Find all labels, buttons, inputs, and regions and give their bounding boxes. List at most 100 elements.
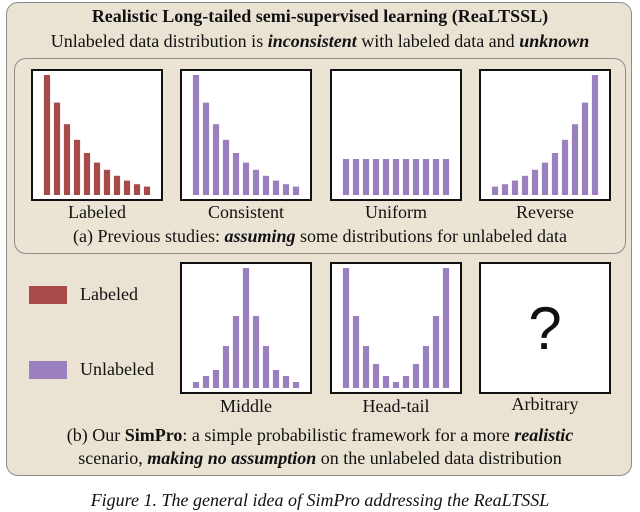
bar [442,268,450,388]
bar [282,376,290,388]
bar [511,180,519,195]
caption-b-part-1: (b) Our [66,425,125,445]
bar [531,169,539,195]
subtitle-emphasis-unknown: unknown [519,31,590,51]
bar [232,316,240,388]
bar [202,102,210,195]
bar [242,268,250,388]
bar [382,376,390,388]
bar [292,186,300,195]
bar [591,75,599,195]
legend-swatch-labeled [29,286,67,304]
bar [262,175,270,195]
panel-labeled [31,69,163,201]
bar [581,102,589,195]
bar [143,186,151,195]
bar [63,124,71,195]
panel-consistent [180,69,312,201]
bar [252,316,260,388]
bar [571,124,579,195]
subtitle: Unlabeled data distribution is inconsist… [0,31,640,52]
bar [352,159,360,195]
bar [501,184,509,195]
bar [192,75,200,195]
caption-a-part-2: some distributions for unlabeled data [295,226,567,246]
bar [272,180,280,195]
chart-uniform [342,159,450,195]
bar [232,153,240,195]
panel-middle [180,262,312,394]
bar [541,162,549,195]
bar [53,102,61,195]
caption-b-emphasis-no-assumption: making no assumption [147,448,317,468]
panel-reverse [479,69,611,201]
subtitle-part-1: Unlabeled data distribution is [50,31,268,51]
bar [372,364,380,388]
label-uniform: Uniform [365,202,427,222]
bar [83,153,91,195]
bar [212,124,220,195]
chart-labeled [43,75,151,195]
bar [252,169,260,195]
figure-caption: Figure 1. The general idea of SimPro add… [90,490,550,510]
bar [342,159,350,195]
bar [123,180,131,195]
panel-arbitrary: ? [479,262,611,394]
caption-b-line-2-part-1: scenario, [78,448,148,468]
bar [551,153,559,195]
caption-b-line-2-part-2: on the unlabeled data distribution [316,448,562,468]
bar [362,346,370,388]
bar [282,184,290,195]
bar [491,186,499,195]
chart-consistent [192,75,300,195]
chart-head-tail [342,268,450,388]
bar [422,346,430,388]
bar [113,175,121,195]
label-middle: Middle [220,396,272,416]
bar [402,159,410,195]
bar [372,159,380,195]
bar [192,382,200,388]
caption-b-line-2: scenario, making no assumption on the un… [0,448,640,469]
bar [432,316,440,388]
legend-label-unlabeled: Unlabeled [80,359,154,379]
bar [392,159,400,195]
bar [242,162,250,195]
bar [352,316,360,388]
bar [202,376,210,388]
panel-uniform [330,69,462,201]
label-arbitrary: Arbitrary [511,394,579,414]
bar [262,346,270,388]
subtitle-emphasis-inconsistent: inconsistent [267,31,357,51]
bar [342,268,350,388]
legend-swatch-unlabeled [29,361,67,379]
subtitle-part-2: with labeled data and [356,31,520,51]
bar [222,346,230,388]
bar [43,75,51,195]
chart-middle [192,268,300,388]
label-reverse: Reverse [516,202,574,222]
label-labeled: Labeled [68,202,126,222]
bar [222,139,230,195]
caption-a-part-1: (a) Previous studies: [73,226,225,246]
bar [362,159,370,195]
bar [93,162,101,195]
bar [103,169,111,195]
bar [212,370,220,388]
bar [432,159,440,195]
bar [392,382,400,388]
bar [442,159,450,195]
bar [422,159,430,195]
bar [382,159,390,195]
bar [272,370,280,388]
chart-reverse [491,75,599,195]
label-head-tail: Head-tail [362,396,430,416]
bar [292,382,300,388]
caption-b-brand: SimPro [124,425,183,445]
label-consistent: Consistent [207,202,284,222]
bar [521,175,529,195]
bar [412,364,420,388]
bar [412,159,420,195]
main-title: Realistic Long-tailed semi-supervised le… [91,6,549,26]
bar [402,376,410,388]
